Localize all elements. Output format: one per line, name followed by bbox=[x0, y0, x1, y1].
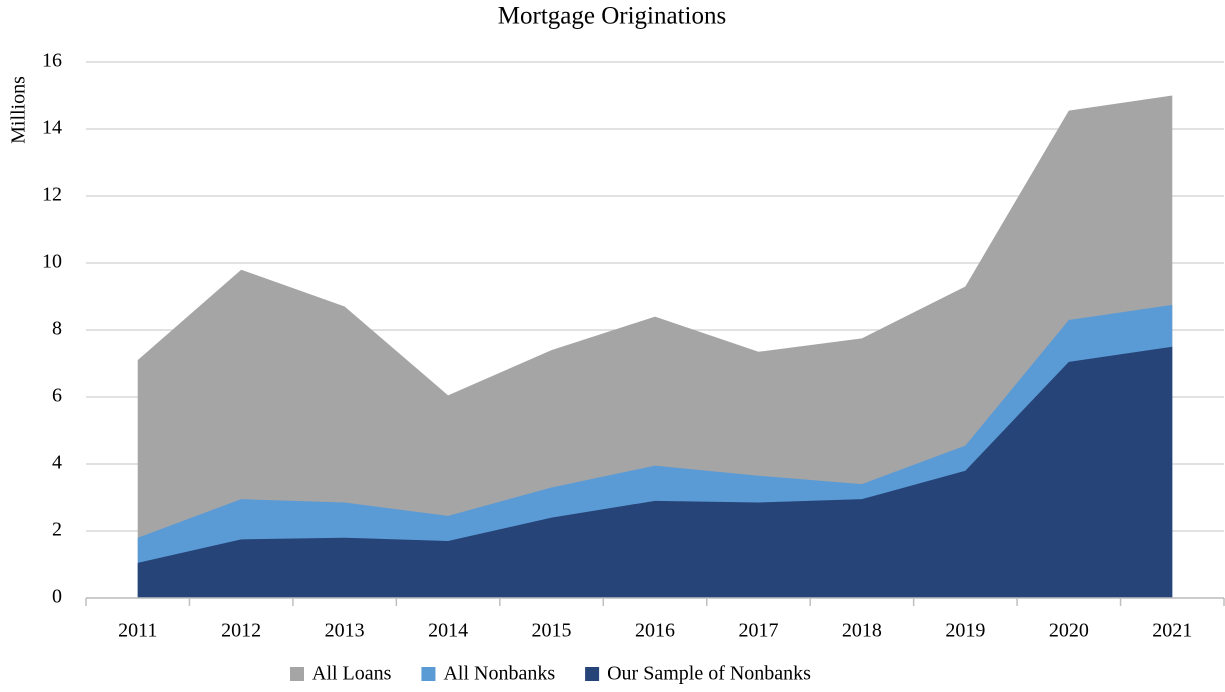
y-tick-label: 10 bbox=[42, 251, 62, 273]
legend-label: All Loans bbox=[312, 663, 392, 685]
y-tick-label: 14 bbox=[42, 117, 62, 139]
legend-swatch bbox=[585, 667, 600, 681]
x-tick-label: 2019 bbox=[945, 620, 985, 642]
x-tick-label: 2011 bbox=[118, 620, 157, 642]
y-tick-label: 6 bbox=[52, 385, 62, 407]
y-tick-label: 4 bbox=[52, 452, 62, 474]
legend-swatch bbox=[290, 667, 304, 681]
chart-title: Mortgage Originations bbox=[498, 3, 726, 30]
x-tick-label: 2013 bbox=[325, 620, 365, 642]
x-tick-label: 2017 bbox=[738, 620, 778, 642]
x-tick-label: 2021 bbox=[1152, 620, 1192, 642]
x-tick-label: 2012 bbox=[221, 620, 261, 642]
x-tick-label: 2016 bbox=[635, 620, 675, 642]
legend-label: All Nonbanks bbox=[443, 663, 555, 685]
x-tick-label: 2020 bbox=[1049, 620, 1089, 642]
x-tick-label: 2014 bbox=[428, 620, 468, 642]
y-tick-label: 8 bbox=[52, 318, 62, 340]
y-tick-label: 16 bbox=[42, 50, 62, 72]
y-tick-label: 12 bbox=[42, 184, 62, 206]
y-tick-label: 2 bbox=[52, 519, 62, 541]
legend-label: Our Sample of Nonbanks bbox=[607, 663, 811, 685]
legend-swatch bbox=[421, 667, 436, 681]
x-tick-label: 2018 bbox=[842, 620, 882, 642]
area bbox=[137, 346, 1173, 598]
y-axis-label: Millions bbox=[8, 76, 30, 144]
y-tick-label: 0 bbox=[52, 586, 62, 608]
x-tick-label: 2015 bbox=[532, 620, 572, 642]
